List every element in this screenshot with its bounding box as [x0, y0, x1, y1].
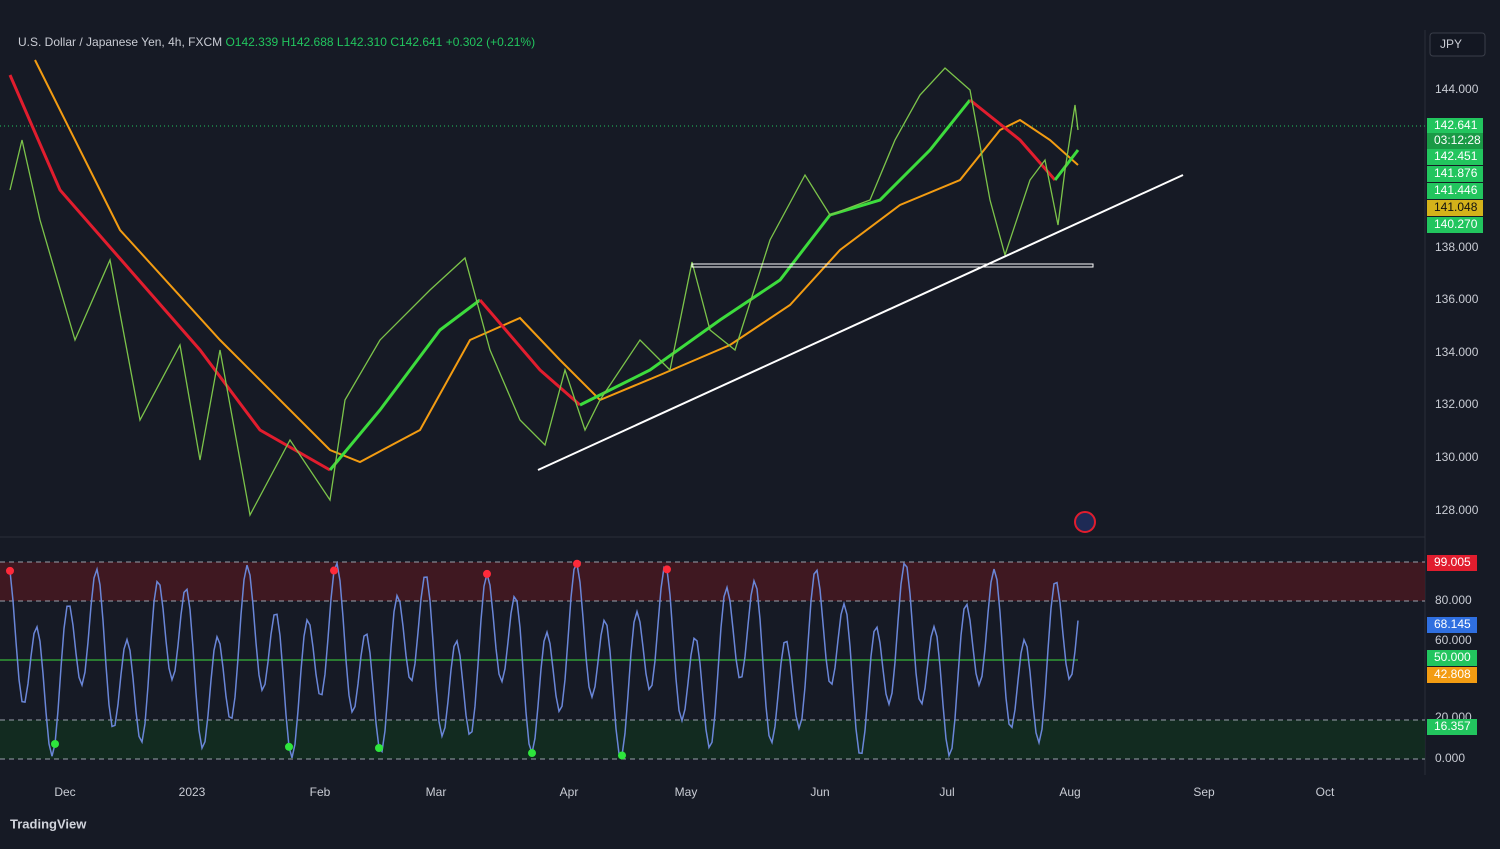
high: H142.688 — [282, 35, 334, 49]
ma-down — [969, 98, 1057, 181]
price-badge — [1427, 217, 1483, 233]
time-label: May — [675, 785, 698, 799]
oscillator-badge — [1427, 650, 1477, 666]
price-badge-label: 03:12:28 — [1434, 133, 1481, 147]
price-badge-label: 142.451 — [1434, 149, 1478, 163]
slow-ma — [34, 59, 1079, 464]
price-badge — [1427, 118, 1483, 134]
price-badge — [1427, 200, 1483, 216]
support-line — [691, 263, 1094, 268]
ma-up — [328, 298, 481, 471]
signal-dot — [285, 742, 293, 751]
price-label: 134.000 — [1435, 345, 1479, 359]
oscillator-badge — [1427, 719, 1477, 735]
price-badge — [1427, 149, 1483, 165]
oscillator-badge-label: 68.145 — [1434, 617, 1471, 631]
signal-dot — [6, 566, 14, 575]
price-badge-label: 141.048 — [1434, 200, 1478, 214]
signal-dots — [6, 559, 671, 760]
time-label: Feb — [310, 785, 331, 799]
ma-down — [8, 74, 331, 472]
currency-button[interactable] — [1429, 32, 1486, 57]
ma-up — [1053, 149, 1080, 181]
oscillator-badge-label: 42.808 — [1434, 667, 1471, 681]
event-icon[interactable] — [1074, 511, 1096, 533]
change: +0.302 (+0.21%) — [446, 35, 535, 49]
oscillator-label: 60.000 — [1435, 633, 1472, 647]
trendline — [537, 174, 1184, 471]
signal-dot — [528, 749, 536, 758]
oscillator-badge-label: 50.000 — [1434, 650, 1471, 664]
oscillator-badge-label: 99.005 — [1434, 555, 1471, 569]
overbought-zone — [0, 562, 1425, 601]
signal-dot — [483, 569, 491, 578]
oscillator-label: 0.000 — [1435, 751, 1465, 765]
price-badge — [1427, 183, 1483, 199]
oscillator-badge — [1427, 555, 1477, 571]
price-label: 138.000 — [1435, 240, 1479, 254]
price-badge-label: 140.270 — [1434, 217, 1478, 231]
symbol: U.S. Dollar / Japanese Yen, 4h, FXCM — [18, 35, 222, 49]
time-label: Mar — [426, 785, 447, 799]
oscillator-label: 80.000 — [1435, 593, 1472, 607]
signal-dot — [330, 566, 338, 575]
price-line — [9, 67, 1079, 517]
price-label: 132.000 — [1435, 397, 1479, 411]
price-badge-label: 142.641 — [1434, 118, 1478, 132]
signal-dot — [375, 743, 383, 752]
price-label: 136.000 — [1435, 292, 1479, 306]
header: U.S. Dollar / Japanese Yen, 4h, FXCM O14… — [18, 35, 535, 49]
price-badge-label: 141.876 — [1434, 166, 1478, 180]
signal-dot — [618, 751, 626, 760]
time-label: Sep — [1193, 785, 1215, 799]
signal-dot — [573, 559, 581, 568]
time-label: Oct — [1316, 785, 1335, 799]
time-label: Aug — [1059, 785, 1080, 799]
signal-dot — [51, 739, 59, 748]
price-label: 128.000 — [1435, 503, 1479, 517]
close: C142.641 — [390, 35, 442, 49]
oscillator-badge — [1427, 667, 1477, 683]
oscillator-line — [9, 560, 1079, 759]
currency-label: JPY — [1440, 37, 1462, 51]
oscillator-badge — [1427, 617, 1477, 633]
time-label: Jun — [810, 785, 829, 799]
price-badge-label: 141.446 — [1434, 183, 1478, 197]
price-badge — [1427, 133, 1483, 149]
ma-down — [478, 299, 581, 407]
signal-dot — [663, 565, 671, 574]
price-label: 130.000 — [1435, 450, 1479, 464]
time-label: 2023 — [179, 785, 206, 799]
open: O142.339 — [225, 35, 278, 49]
price-badge — [1427, 166, 1483, 182]
time-label: Apr — [560, 785, 579, 799]
oscillator-badge-label: 16.357 — [1434, 719, 1471, 733]
low: L142.310 — [337, 35, 387, 49]
levels — [0, 561, 1425, 760]
price-label: 144.000 — [1435, 82, 1479, 96]
time-label: Jul — [939, 785, 954, 799]
time-label: Dec — [54, 785, 75, 799]
brand: TradingView — [10, 816, 87, 831]
